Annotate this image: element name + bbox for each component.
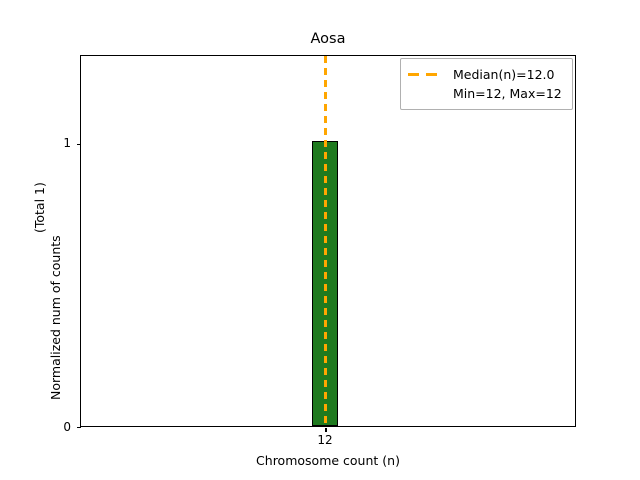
- legend-spacer: [408, 92, 444, 95]
- legend-item-median: Median(n)=12.0: [408, 65, 564, 84]
- x-tick-label-12: 12: [317, 433, 333, 447]
- y-tick-label-0: 0: [63, 420, 71, 434]
- legend-label-median: Median(n)=12.0: [453, 66, 555, 82]
- legend-label-minmax: Min=12, Max=12: [453, 85, 562, 101]
- page-title: Aosa: [310, 31, 346, 47]
- y-tick-mark-0: [77, 426, 81, 428]
- plot-data-layer: [81, 56, 575, 426]
- x-tick-mark-12: [325, 428, 327, 432]
- y-axis-title-line2: (Total 1): [32, 182, 47, 233]
- legend-item-minmax: Min=12, Max=12: [408, 84, 564, 103]
- plot-axes: [77, 55, 576, 432]
- y-axis-title-line1: Normalized num of counts: [48, 235, 63, 400]
- y-axis-title: Normalized num of counts (Total 1): [32, 182, 63, 400]
- median-line: [324, 56, 327, 426]
- x-axis-title: Chromosome count (n): [256, 453, 400, 468]
- legend-box: Median(n)=12.0 Min=12, Max=12: [400, 58, 573, 110]
- y-tick-label-1: 1: [63, 136, 71, 150]
- y-tick-mark-1: [77, 143, 81, 145]
- dashed-line-icon: [408, 73, 444, 76]
